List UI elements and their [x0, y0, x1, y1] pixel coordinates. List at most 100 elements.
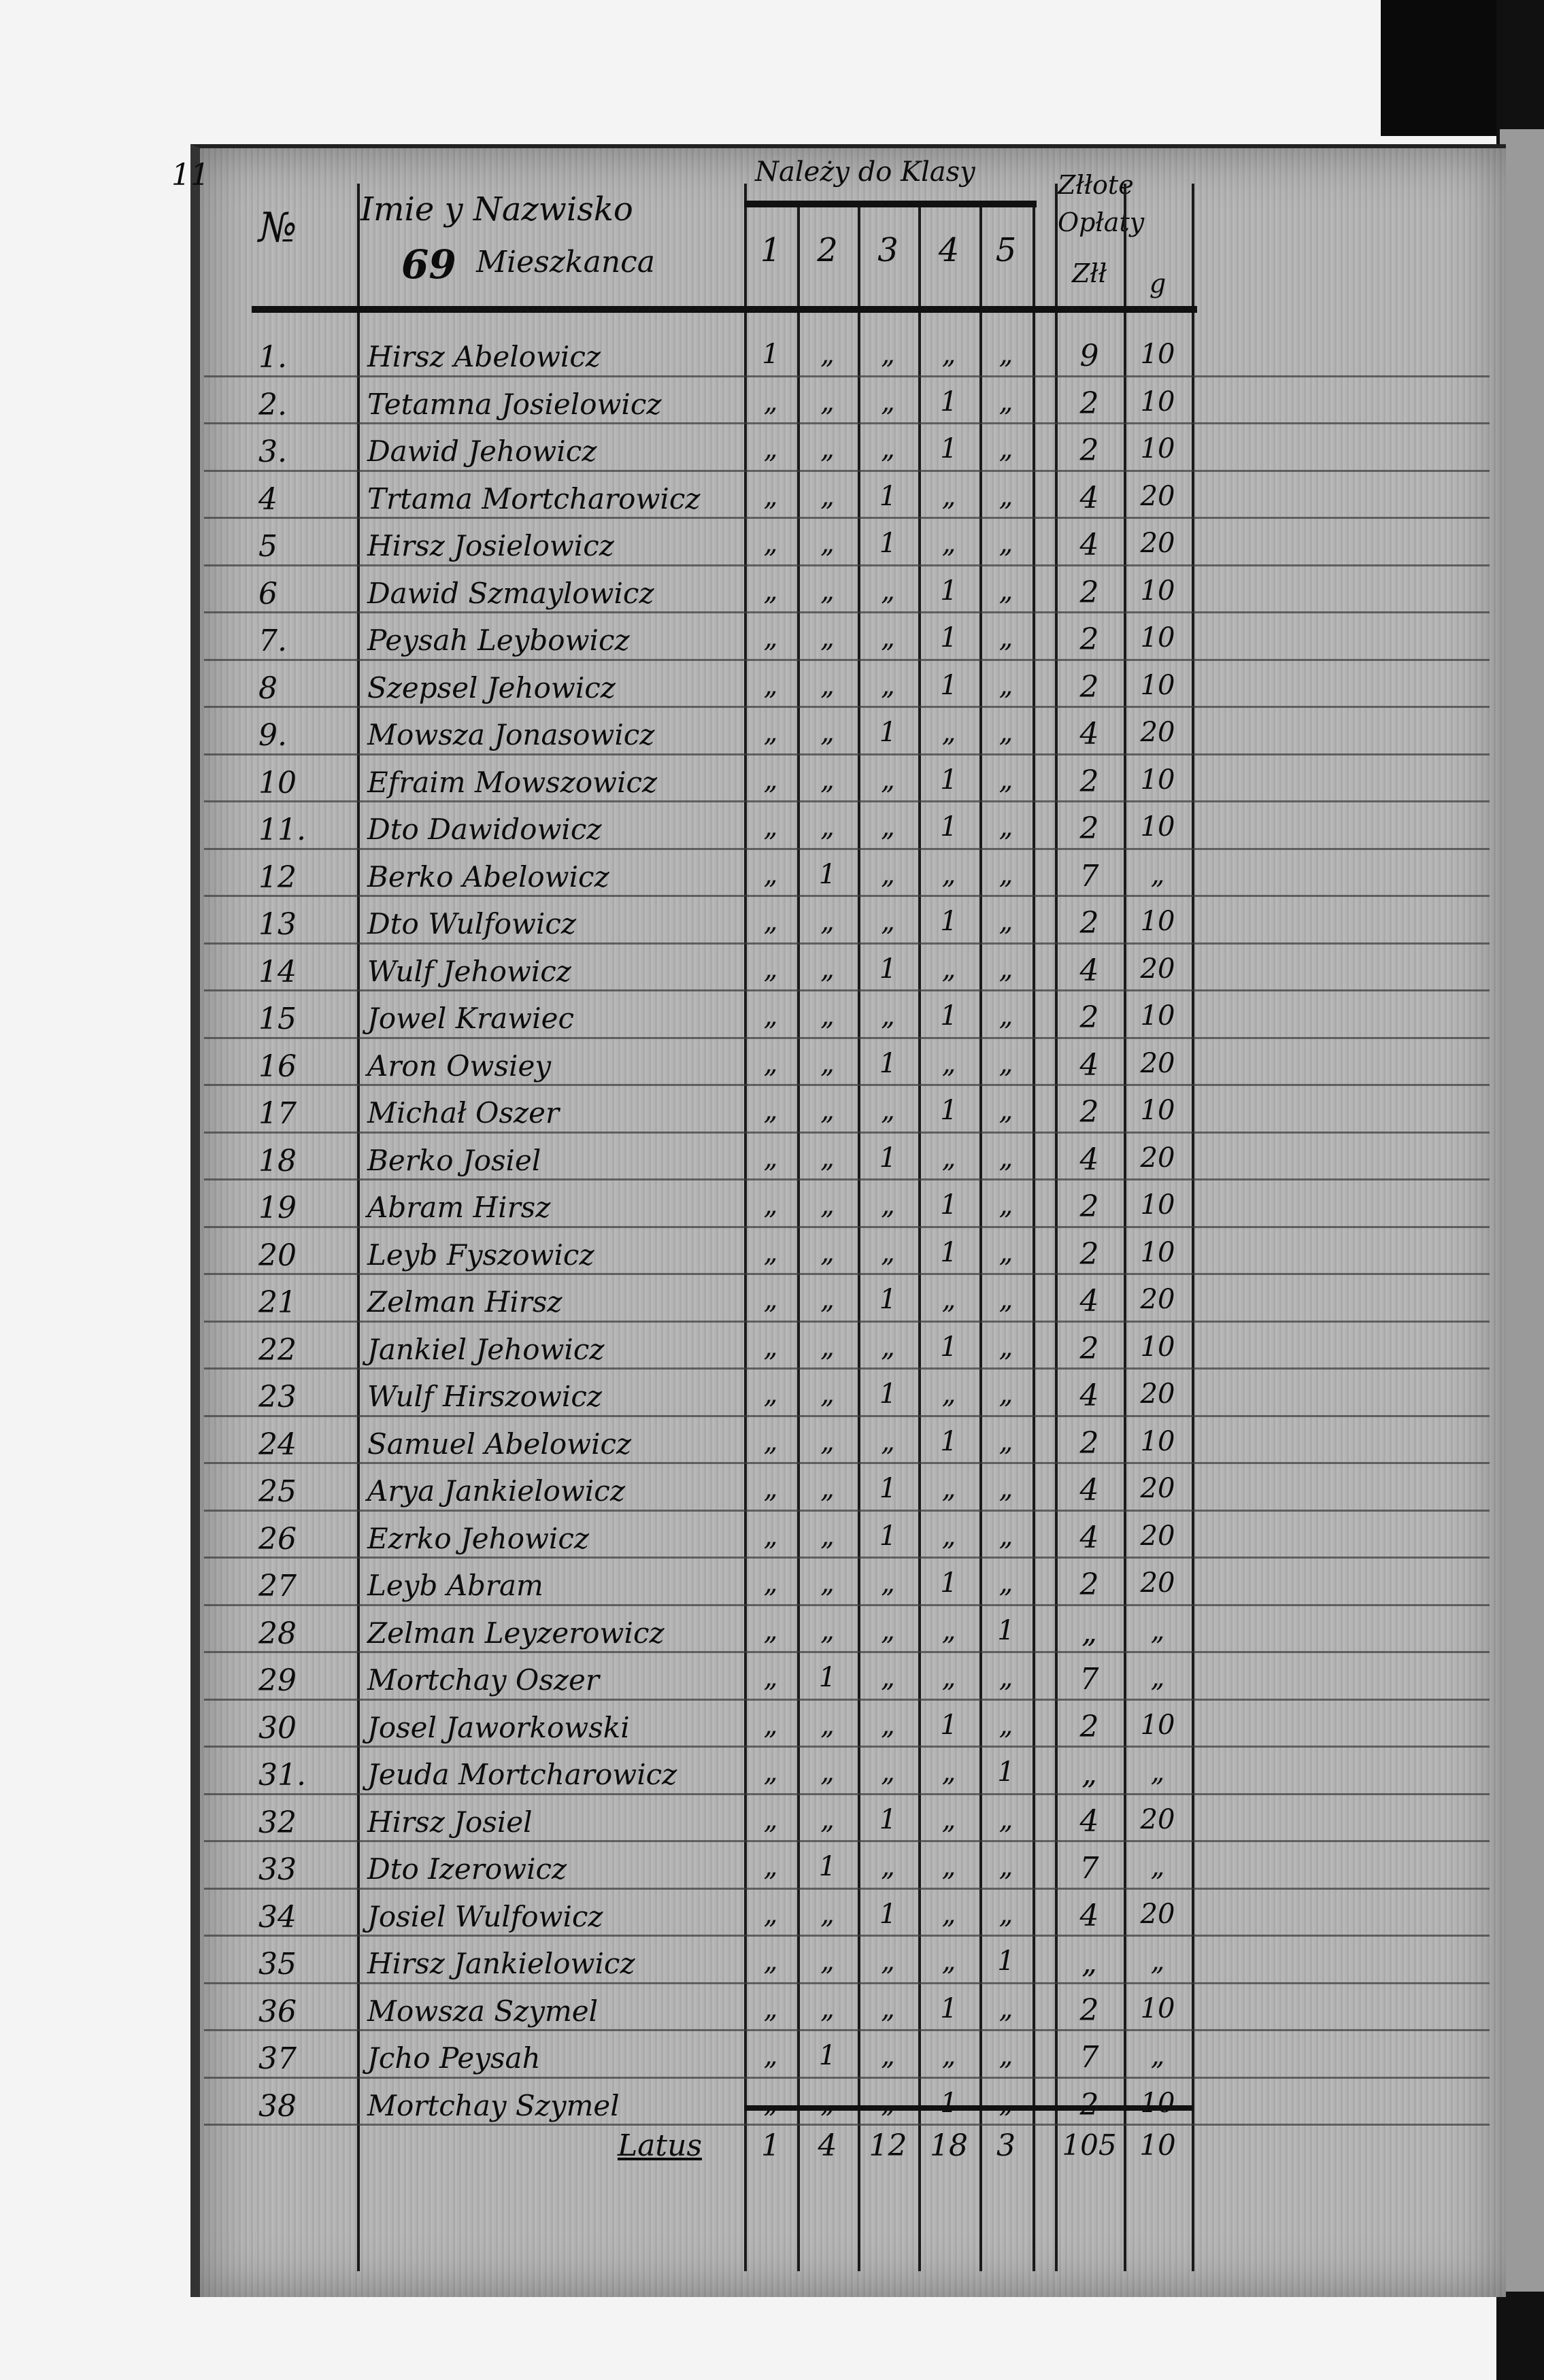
payment-grosz: „ [1150, 858, 1165, 890]
header-name: Imie y Nazwisko [360, 190, 633, 228]
class-mark: 1 [940, 622, 958, 653]
class-mark: 1 [997, 1945, 1015, 1977]
class-column-header: 1 [760, 231, 782, 269]
class-mark: 1 [879, 1803, 897, 1835]
payment-zloty: „ [1081, 1756, 1097, 1791]
row-number: 13 [258, 907, 297, 942]
header-payment: Złłote [1058, 170, 1134, 200]
class-column-header: 3 [877, 231, 899, 269]
class-mark: „ [881, 1851, 895, 1882]
class-mark: „ [998, 433, 1013, 464]
payment-zloty: 4 [1079, 1803, 1099, 1839]
class-mark: 1 [879, 480, 897, 512]
resident-name: Jcho Peysah [367, 2041, 541, 2075]
class-mark: 1 [940, 2087, 958, 2119]
ruled-line [204, 375, 1490, 377]
total-grosz: 10 [1139, 2128, 1176, 2162]
class-mark: „ [763, 1992, 778, 2024]
class-mark: „ [763, 1803, 778, 1835]
ruled-line [204, 1651, 1490, 1653]
payment-grosz: 20 [1140, 1473, 1175, 1504]
row-number: 1. [258, 340, 287, 375]
class-mark: „ [998, 480, 1013, 512]
resident-name: Mowsza Jonasowicz [367, 718, 655, 751]
payment-zloty: 4 [1079, 1898, 1099, 1933]
class-mark: „ [763, 1567, 778, 1599]
payment-zloty: 2 [1079, 1709, 1099, 1744]
ruled-line [204, 1131, 1490, 1134]
payment-zloty: 2 [1079, 1236, 1099, 1272]
ruled-line [204, 1603, 1490, 1606]
class-mark: „ [763, 764, 778, 796]
resident-name: Hirsz Abelowicz [367, 340, 601, 373]
class-header-rule [744, 201, 1037, 207]
class-mark: 1 [879, 1047, 897, 1079]
class-mark: 1 [818, 2040, 837, 2071]
class-mark: „ [763, 433, 778, 464]
class-mark: „ [763, 1331, 778, 1363]
payment-grosz: 10 [1140, 1425, 1175, 1457]
class-mark: „ [998, 339, 1013, 370]
payment-grosz: 10 [1140, 433, 1175, 464]
class-mark: „ [881, 1425, 895, 1457]
class-mark: „ [763, 906, 778, 937]
class-mark: „ [763, 480, 778, 512]
ruled-line [204, 1698, 1490, 1701]
column-rule [918, 204, 921, 2271]
payment-grosz: 20 [1140, 1378, 1175, 1410]
payment-zloty: 2 [1079, 622, 1099, 657]
class-mark: „ [820, 1567, 835, 1599]
class-mark: „ [820, 622, 835, 653]
class-mark: „ [820, 1142, 835, 1174]
resident-name: Leyb Abram [367, 1569, 543, 1602]
class-mark: „ [820, 1614, 835, 1646]
class-mark: „ [881, 669, 895, 701]
row-number: 12 [258, 860, 297, 895]
ruled-line [204, 1225, 1490, 1228]
class-mark: „ [820, 575, 835, 607]
class-mark: 1 [940, 1709, 958, 1741]
class-column-header: 4 [938, 231, 960, 269]
class-mark: „ [820, 764, 835, 796]
class-mark: „ [763, 2040, 778, 2071]
resident-name: Dawid Jehowicz [367, 435, 597, 468]
ruled-line [204, 658, 1490, 661]
class-mark: „ [941, 953, 956, 985]
payment-zloty: 2 [1079, 1331, 1099, 1366]
class-mark: „ [763, 575, 778, 607]
resident-name: Dto Wulfowicz [367, 907, 577, 940]
class-mark: „ [820, 1047, 835, 1079]
row-number: 32 [258, 1805, 297, 1840]
class-mark: „ [941, 717, 956, 748]
payment-zloty: 9 [1079, 339, 1099, 373]
ruled-line [204, 942, 1490, 945]
class-mark: „ [763, 1851, 778, 1882]
payment-grosz: 20 [1140, 1898, 1175, 1930]
class-mark: „ [998, 1000, 1013, 1032]
class-total: 3 [996, 2128, 1016, 2163]
class-mark: „ [820, 669, 835, 701]
class-mark: „ [998, 575, 1013, 607]
class-mark: „ [820, 1000, 835, 1032]
class-mark: „ [820, 433, 835, 464]
class-column-header: 5 [995, 231, 1017, 269]
class-mark: 1 [940, 1331, 958, 1363]
class-mark: „ [941, 858, 956, 890]
class-mark: „ [941, 1662, 956, 1693]
resident-name: Samuel Abelowicz [367, 1427, 632, 1461]
header-number: № [258, 204, 297, 252]
class-mark: 1 [997, 1756, 1015, 1788]
class-mark: „ [881, 433, 895, 464]
class-mark: 1 [940, 1567, 958, 1599]
class-mark: „ [998, 528, 1013, 559]
resident-name: Dto Izerowicz [367, 1852, 567, 1886]
class-mark: „ [998, 858, 1013, 890]
class-mark: „ [941, 1851, 956, 1882]
resident-name: Wulf Jehowicz [367, 954, 571, 988]
payment-grosz: 10 [1140, 764, 1175, 796]
class-mark: 1 [940, 1425, 958, 1457]
class-mark: 1 [879, 1520, 897, 1552]
header-residents: Mieszkanca [476, 245, 656, 279]
header-class-group: Należy do Klasy [755, 156, 975, 188]
class-mark: 1 [940, 811, 958, 843]
